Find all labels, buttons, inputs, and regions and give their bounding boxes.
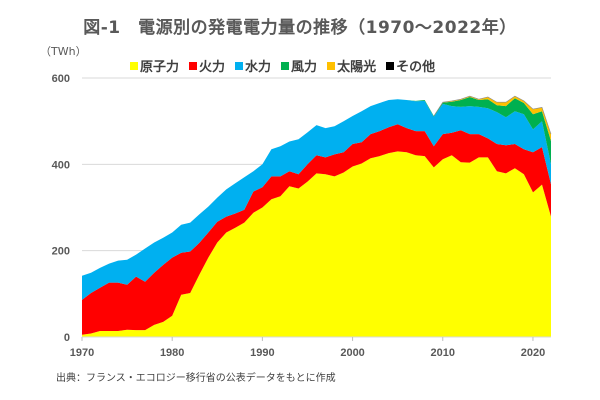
area-series [82, 95, 552, 337]
axes: 0 200 400 600 1970 1980 1990 2000 2010 2020 [52, 73, 551, 359]
legend-swatch-wind [281, 61, 290, 70]
legend-item-hydro: 水力 [235, 56, 271, 75]
legend-label-nuclear: 原子力 [140, 60, 180, 75]
legend: 原子力 火力 水力 風力 太陽光 その他 [130, 56, 435, 75]
legend-swatch-thermal [189, 61, 198, 70]
y-tick-label: 600 [52, 73, 70, 85]
y-tick-label: 0 [64, 332, 70, 344]
legend-swatch-other [386, 61, 395, 70]
y-tick-label: 200 [52, 246, 70, 258]
y-tick-label: 400 [52, 159, 70, 171]
x-tick-label: 2010 [431, 347, 455, 359]
legend-label-wind: 風力 [291, 60, 318, 75]
total-edge-line [433, 95, 552, 135]
area-series-0 [82, 151, 551, 337]
legend-swatch-solar [327, 61, 336, 70]
chart-title: 図-1 電源別の発電電力量の推移（1970〜2022年） [83, 18, 517, 38]
legend-item-solar: 太陽光 [327, 56, 376, 75]
legend-label-thermal: 火力 [199, 60, 226, 75]
x-tick-label: 1980 [160, 347, 184, 359]
legend-item-thermal: 火力 [189, 56, 225, 75]
legend-label-solar: 太陽光 [337, 60, 377, 75]
legend-item-nuclear: 原子力 [130, 56, 179, 75]
x-tick-label: 2000 [340, 347, 364, 359]
area-series-2 [82, 99, 551, 300]
source-note: 出典：フランス・エコロジー移行省の公表データをもとに作成 [56, 373, 336, 384]
legend-swatch-nuclear [130, 61, 138, 70]
y-axis-unit-label: （TWh） [40, 45, 87, 58]
legend-item-other: その他 [386, 56, 435, 75]
x-tick-label: 1970 [70, 347, 94, 359]
legend-label-hydro: 水力 [245, 60, 272, 75]
legend-label-other: その他 [396, 60, 436, 75]
legend-swatch-hydro [235, 61, 244, 70]
area-series-3 [82, 97, 551, 276]
legend-item-wind: 風力 [281, 56, 317, 75]
x-tick-label: 2020 [521, 347, 545, 359]
area-series-1 [82, 124, 551, 335]
x-tick-label: 1990 [250, 347, 274, 359]
